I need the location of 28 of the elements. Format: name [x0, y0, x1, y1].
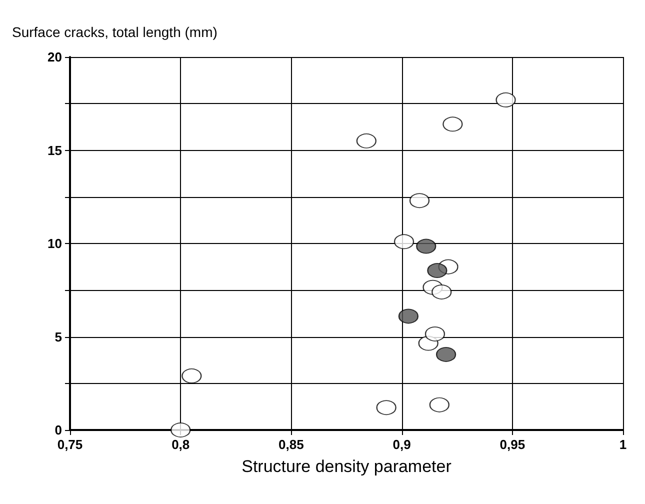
y-tick-label: 15	[48, 142, 62, 158]
point	[170, 422, 191, 438]
point	[398, 308, 418, 324]
point	[416, 238, 436, 254]
point	[436, 346, 456, 362]
point	[356, 133, 376, 148]
point	[427, 263, 448, 278]
point	[182, 368, 202, 384]
point	[394, 234, 414, 250]
x-tick-label: 0,95	[500, 437, 526, 452]
x-axis-title: Structure density parameter	[242, 457, 452, 476]
x-tick-label: 1	[619, 437, 627, 452]
y-tick-label: 20	[48, 50, 62, 64]
point	[410, 193, 430, 208]
point	[496, 92, 516, 108]
point	[425, 326, 445, 342]
x-tick-label: 0,85	[278, 437, 304, 452]
point	[432, 284, 452, 300]
x-tick-label: 0,8	[172, 437, 190, 452]
y-tick-label: 0	[54, 422, 62, 438]
y-axis-title: Surface cracks, total length (mm)	[12, 24, 218, 40]
x-tick-label: 0,9	[392, 437, 411, 452]
y-tick-label: 5	[54, 329, 62, 344]
point	[376, 400, 396, 416]
point	[442, 116, 463, 132]
point	[429, 397, 450, 412]
x-tick-label: 0,75	[57, 437, 83, 452]
y-tick-label: 10	[48, 236, 62, 251]
